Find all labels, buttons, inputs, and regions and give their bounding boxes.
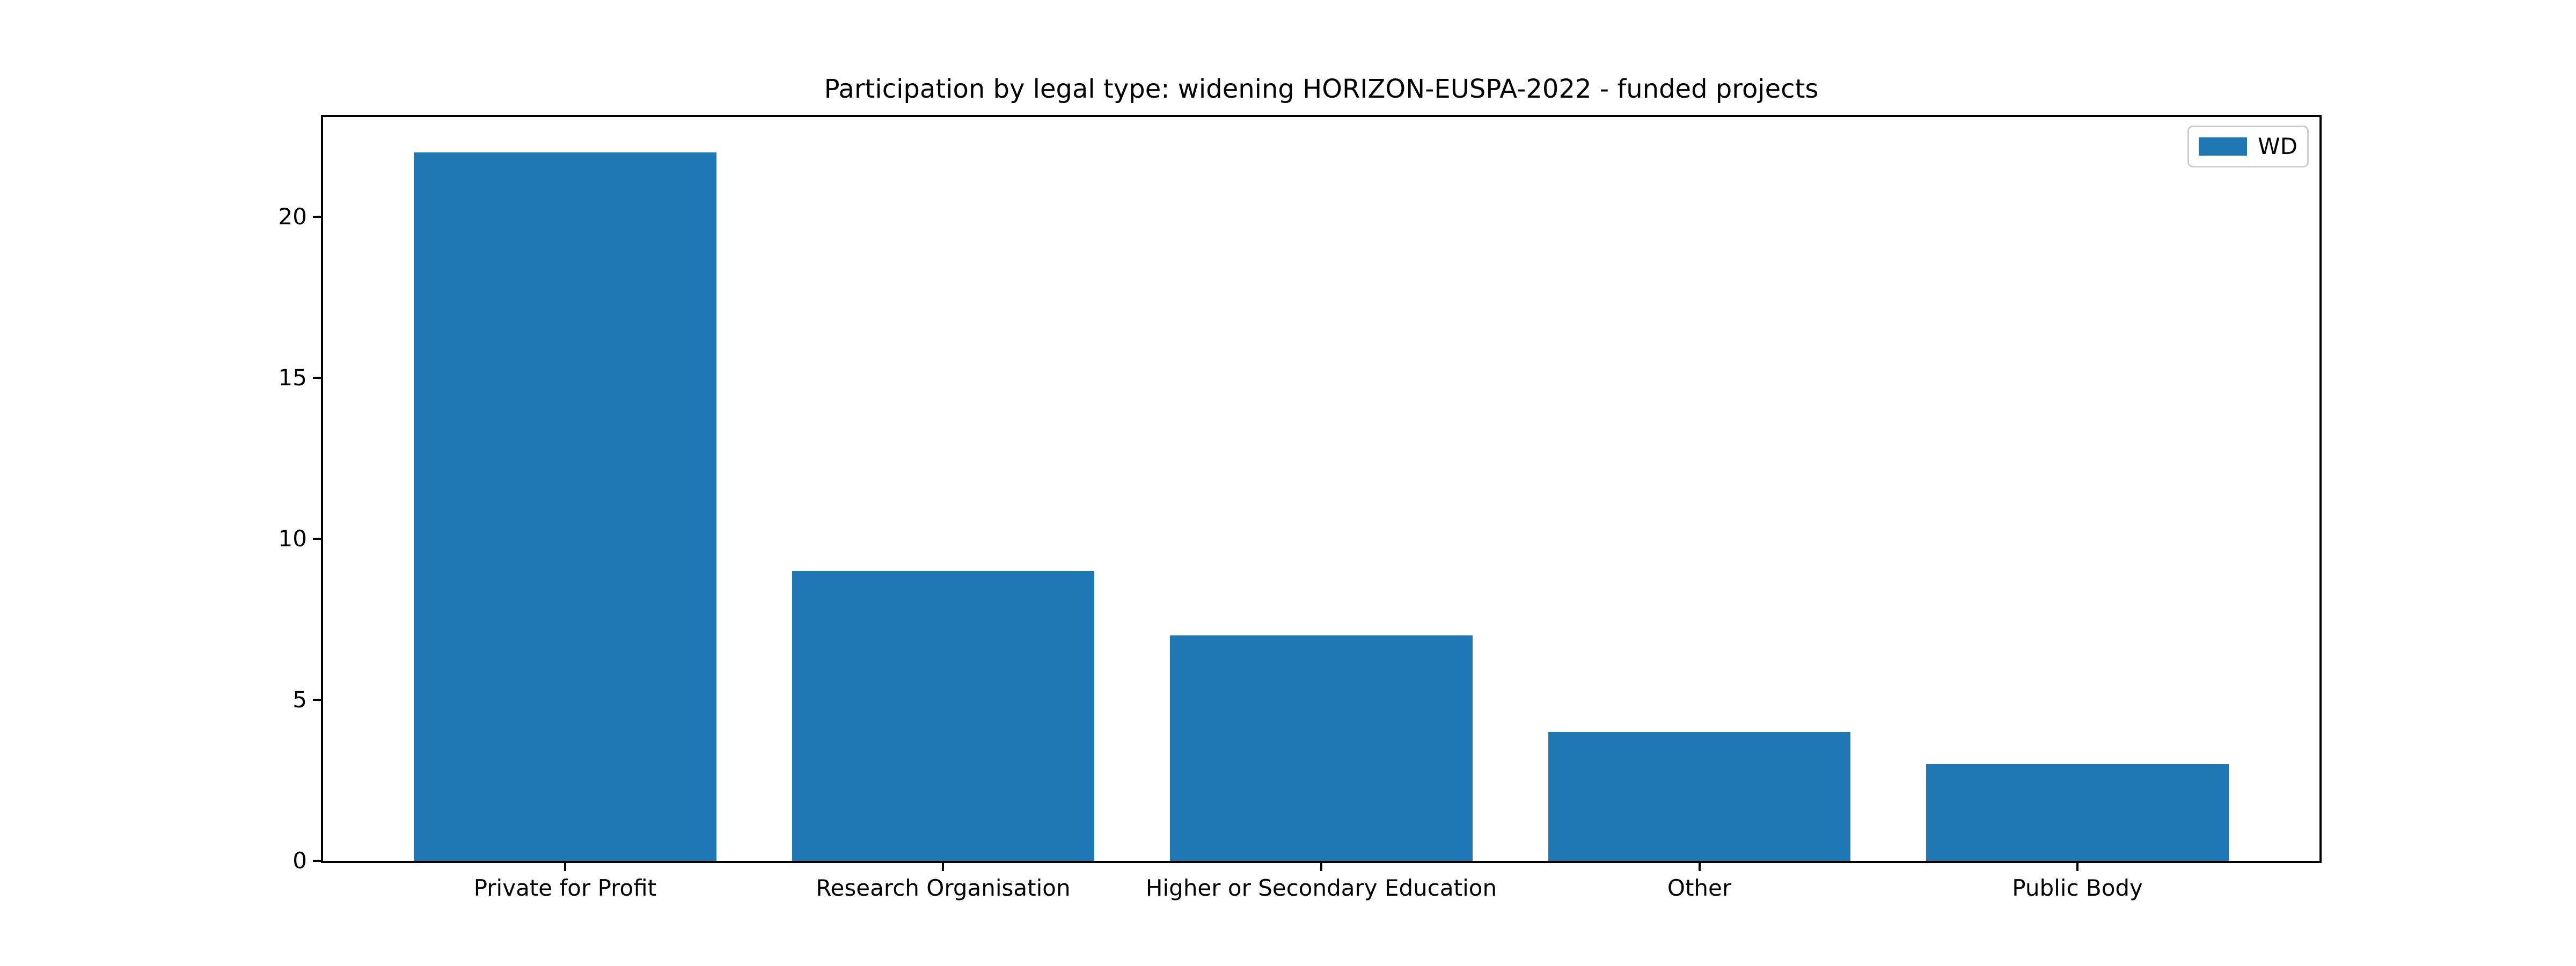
x-tick-mark-private-for-profit	[564, 863, 566, 871]
y-tick-mark-15	[313, 377, 321, 379]
legend: WD	[2187, 126, 2309, 167]
y-tick-label-5: 5	[292, 686, 307, 713]
plot-area: WD	[321, 115, 2322, 863]
x-tick-label-other: Other	[1667, 875, 1732, 901]
y-tick-label-20: 20	[278, 203, 307, 230]
y-tick-mark-0	[313, 860, 321, 862]
y-tick-label-10: 10	[278, 525, 307, 552]
bar-other	[1548, 732, 1851, 861]
x-tick-label-higher-or-secondary-education: Higher or Secondary Education	[1145, 875, 1497, 901]
y-tick-mark-10	[313, 538, 321, 540]
bar-higher-or-secondary-education	[1170, 635, 1473, 861]
x-tick-label-public-body: Public Body	[2012, 875, 2143, 901]
x-tick-mark-public-body	[2076, 863, 2079, 871]
x-tick-mark-other	[1698, 863, 1701, 871]
chart-title: Participation by legal type: widening HO…	[824, 74, 1819, 104]
bar-private-for-profit	[414, 152, 716, 861]
x-tick-mark-research-organisation	[942, 863, 945, 871]
y-tick-label-0: 0	[292, 847, 307, 874]
x-tick-label-research-organisation: Research Organisation	[816, 875, 1071, 901]
bar-research-organisation	[792, 571, 1095, 861]
y-tick-mark-5	[313, 699, 321, 701]
x-tick-label-private-for-profit: Private for Profit	[473, 875, 657, 901]
x-tick-mark-higher-or-secondary-education	[1320, 863, 1322, 871]
legend-swatch-wd-icon	[2199, 137, 2248, 156]
y-tick-mark-20	[313, 216, 321, 218]
legend-label-wd: WD	[2258, 133, 2297, 159]
bar-public-body	[1926, 764, 2229, 861]
y-tick-label-15: 15	[278, 364, 307, 391]
